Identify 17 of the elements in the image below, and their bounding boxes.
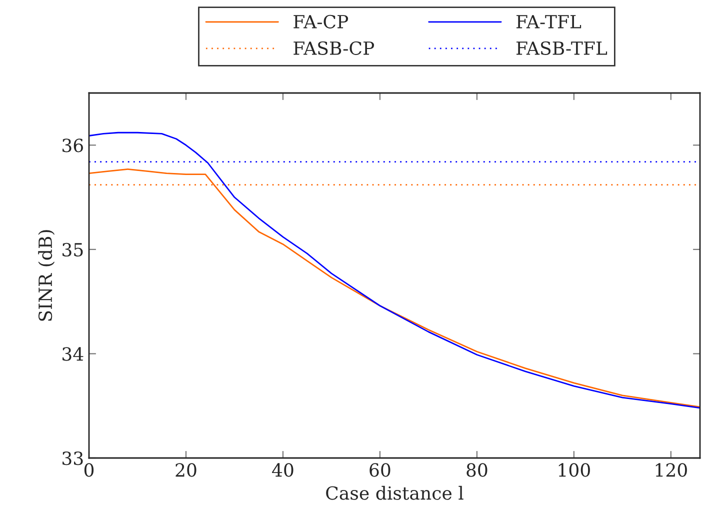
legend-label: FA-TFL: [516, 15, 582, 28]
x-tick-label: 40: [272, 463, 294, 477]
x-tick-label: 20: [176, 463, 196, 477]
legend-label: FA-CP: [294, 14, 348, 28]
x-tick-label: 80: [466, 463, 488, 477]
legend-label: FASB-TFL: [516, 41, 608, 55]
y-axis-title: SINR (dB): [38, 230, 55, 321]
legend-label: FASB-CP: [294, 41, 374, 55]
x-tick-label: 60: [370, 463, 390, 477]
y-tick-label: 35: [62, 242, 83, 257]
x-tick-label: 120: [656, 463, 687, 477]
y-tick-label: 34: [62, 347, 84, 361]
y-tick-label: 36: [62, 138, 83, 152]
y-tick-label: 33: [62, 451, 83, 466]
x-tick-label: 100: [558, 463, 590, 477]
x-axis-title: Case distance l: [326, 486, 464, 500]
x-tick-label: 0: [84, 463, 94, 477]
